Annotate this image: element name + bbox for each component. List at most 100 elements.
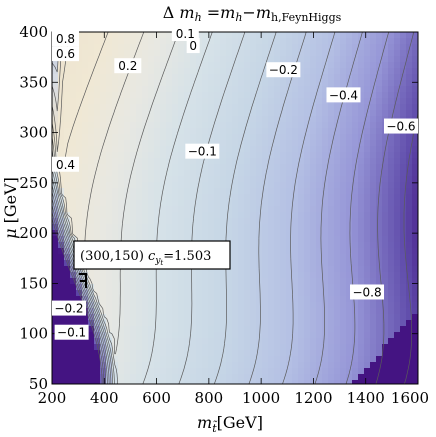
contour-cell xyxy=(244,218,251,225)
contour-cell xyxy=(382,278,389,285)
contour-cell xyxy=(370,188,377,195)
contour-cell xyxy=(274,92,281,99)
contour-cell xyxy=(304,236,311,243)
contour-cell xyxy=(172,320,179,327)
contour-cell xyxy=(388,314,395,321)
contour-cell xyxy=(82,50,89,57)
contour-cell xyxy=(244,200,251,207)
contour-cell xyxy=(178,332,185,339)
contour-cell xyxy=(286,176,293,183)
contour-cell xyxy=(106,194,113,201)
contour-cell xyxy=(244,356,251,363)
contour-cell xyxy=(208,176,215,183)
contour-cell xyxy=(292,188,299,195)
contour-cell xyxy=(148,338,155,345)
contour-cell xyxy=(304,290,311,297)
contour-cell xyxy=(250,194,257,201)
contour-cell xyxy=(154,338,161,345)
contour-cell xyxy=(58,62,65,69)
contour-cell xyxy=(94,374,101,381)
contour-cell xyxy=(322,284,329,291)
contour-cell xyxy=(58,248,65,255)
contour-cell xyxy=(358,152,365,159)
contour-cell xyxy=(370,44,377,51)
contour-cell xyxy=(244,338,251,345)
contour-cell xyxy=(184,170,191,177)
contour-cell xyxy=(406,314,413,321)
contour-cell xyxy=(202,278,209,285)
contour-cell xyxy=(370,152,377,159)
contour-cell xyxy=(52,134,59,141)
contour-cell xyxy=(190,62,197,69)
contour-cell xyxy=(208,80,215,87)
contour-cell xyxy=(286,380,293,384)
contour-cell xyxy=(250,50,257,57)
contour-cell xyxy=(82,80,89,87)
contour-cell xyxy=(124,140,131,147)
contour-cell xyxy=(280,278,287,285)
contour-cell xyxy=(232,368,239,375)
contour-cell xyxy=(280,98,287,105)
contour-cell xyxy=(370,38,377,45)
contour-cell xyxy=(136,230,143,237)
contour-cell xyxy=(130,122,137,129)
contour-cell xyxy=(268,302,275,309)
contour-cell xyxy=(382,56,389,63)
contour-cell xyxy=(82,56,89,63)
contour-cell xyxy=(238,350,245,357)
contour-cell xyxy=(214,164,221,171)
contour-cell xyxy=(292,92,299,99)
contour-cell xyxy=(124,332,131,339)
contour-cell xyxy=(178,296,185,303)
contour-cell xyxy=(322,206,329,213)
contour-cell xyxy=(130,308,137,315)
contour-cell xyxy=(382,260,389,267)
contour-cell xyxy=(394,230,401,237)
contour-cell xyxy=(184,68,191,75)
contour-cell xyxy=(250,338,257,345)
contour-cell xyxy=(220,38,227,45)
contour-cell xyxy=(370,212,377,219)
contour-cell xyxy=(160,122,167,129)
contour-cell xyxy=(364,368,371,375)
contour-cell xyxy=(184,134,191,141)
contour-cell xyxy=(376,122,383,129)
contour-cell xyxy=(334,74,341,81)
contour-cell xyxy=(100,344,107,351)
contour-cell xyxy=(334,116,341,123)
contour-cell xyxy=(136,302,143,309)
contour-cell xyxy=(232,356,239,363)
contour-cell xyxy=(70,200,77,207)
contour-cell xyxy=(346,230,353,237)
contour-cell xyxy=(112,188,119,195)
contour-cell xyxy=(304,212,311,219)
contour-label-box xyxy=(54,324,89,340)
contour-cell xyxy=(334,140,341,147)
contour-cell xyxy=(364,50,371,57)
contour-cell xyxy=(82,128,89,135)
contour-cell xyxy=(142,92,149,99)
contour-cell xyxy=(202,194,209,201)
contour-cell xyxy=(118,278,125,285)
contour-cell xyxy=(304,242,311,249)
contour-cell xyxy=(334,206,341,213)
contour-cell xyxy=(196,338,203,345)
contour-cell xyxy=(76,86,83,93)
contour-cell xyxy=(388,272,395,279)
contour-cell xyxy=(52,74,59,81)
contour-cell xyxy=(376,164,383,171)
contour-cell xyxy=(154,332,161,339)
contour-cell xyxy=(238,308,245,315)
contour-cell xyxy=(76,164,83,171)
contour-cell xyxy=(190,278,197,285)
contour-cell xyxy=(358,164,365,171)
contour-cell xyxy=(316,68,323,75)
contour-cell xyxy=(322,290,329,297)
contour-cell xyxy=(214,236,221,243)
contour-cell xyxy=(166,56,173,63)
contour-cell xyxy=(292,218,299,225)
contour-cell xyxy=(328,152,335,159)
contour-cell xyxy=(394,272,401,279)
contour-cell xyxy=(322,80,329,87)
contour-cell xyxy=(292,320,299,327)
